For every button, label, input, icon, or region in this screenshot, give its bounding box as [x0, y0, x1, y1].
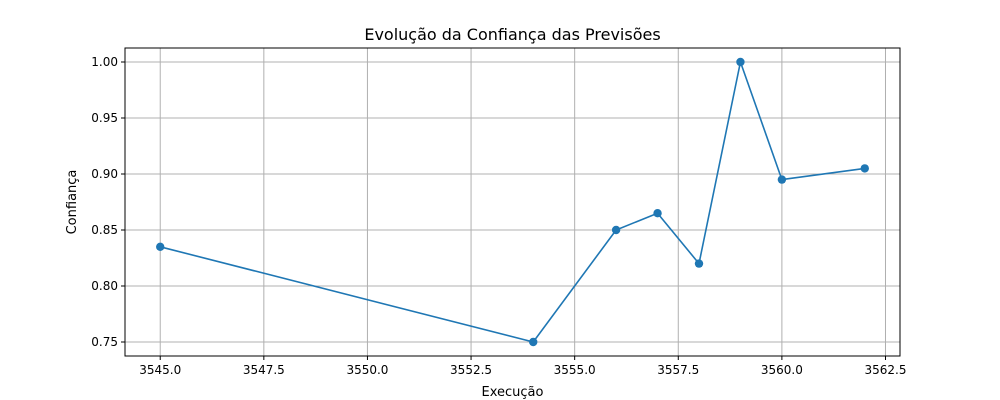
series-layer: [156, 57, 869, 347]
x-tick-label: 3557.5: [657, 363, 699, 377]
data-point: [860, 164, 869, 173]
x-axis-label: Execução: [482, 385, 544, 400]
axis-ticks: 3545.0 3547.5 3550.0 3552.5 3555.0 3557.5 3560…: [91, 55, 906, 377]
data-point: [156, 242, 165, 251]
x-tick-label: 3560.0: [761, 363, 803, 377]
series-line: [160, 61, 865, 343]
y-tick-label: 1.00: [91, 55, 118, 69]
x-tick-label: 3545.0: [139, 363, 181, 377]
x-tick-label: 3555.0: [554, 363, 596, 377]
y-tick-label: 0.80: [91, 279, 118, 293]
data-point: [777, 175, 787, 184]
grid: [125, 48, 900, 356]
y-tick-label: 0.75: [91, 335, 118, 349]
y-axis-label: Confiança: [65, 170, 80, 235]
x-tick-label: 3547.5: [243, 363, 285, 377]
y-tick-label: 0.85: [91, 223, 118, 237]
x-tick-label: 3552.5: [450, 363, 492, 377]
data-point: [529, 337, 538, 347]
y-tick-label: 0.90: [91, 167, 118, 181]
data-point: [611, 225, 621, 235]
x-tick-label: 3562.5: [864, 363, 906, 377]
data-point: [694, 259, 704, 268]
chart-title: Evolução da Confiança das Previsões: [364, 25, 660, 44]
plot-area-frame: [124, 47, 901, 357]
data-point: [736, 57, 745, 67]
y-tick-label: 0.95: [91, 111, 118, 125]
data-point: [653, 209, 662, 218]
x-tick-label: 3550.0: [346, 363, 388, 377]
